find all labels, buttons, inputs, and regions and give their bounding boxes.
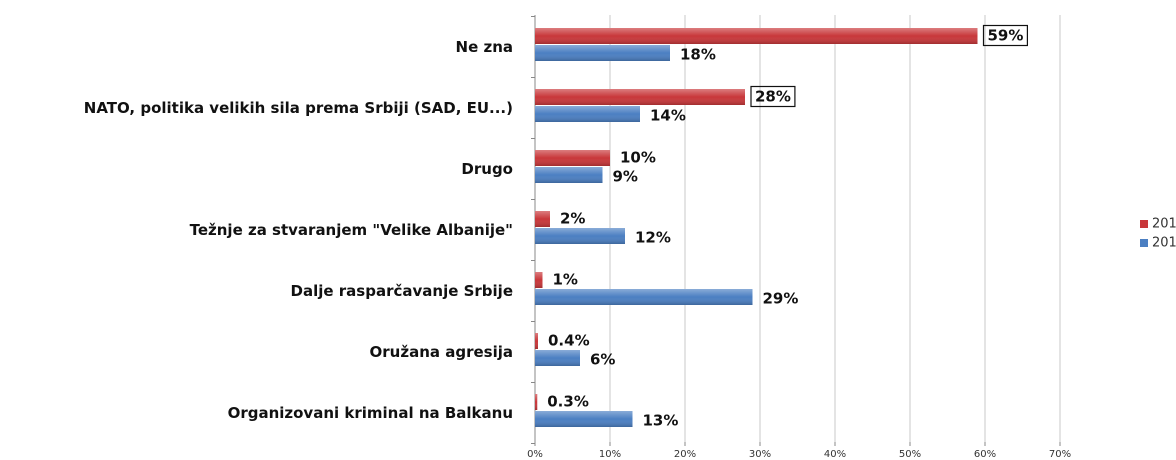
bar-shade (535, 150, 610, 166)
x-tick-label: 10% (599, 449, 621, 460)
category-label: Dalje rasparčavanje Srbije (290, 282, 513, 300)
x-tick-label: 60% (974, 449, 996, 460)
value-label: 29% (763, 290, 799, 308)
legend-swatch (1140, 239, 1148, 247)
value-label: 12% (635, 229, 671, 247)
value-label: 10% (620, 149, 656, 167)
value-label: 18% (680, 46, 716, 64)
legend-swatch (1140, 220, 1148, 228)
category-label: Ne zna (455, 38, 513, 56)
x-tick-label: 20% (674, 449, 696, 460)
value-label: 0.4% (548, 332, 590, 350)
category-label: Težnje za stvaranjem "Velike Albanije" (189, 221, 513, 239)
category-label: NATO, politika velikih sila prema Srbiji… (83, 99, 513, 117)
x-tick-label: 70% (1049, 449, 1071, 460)
bar-shade (535, 228, 625, 244)
bar-shade (535, 106, 640, 122)
category-label: Drugo (461, 160, 513, 178)
value-label: 28% (755, 88, 791, 106)
label-box (750, 85, 796, 108)
bar-shade (535, 89, 745, 105)
value-label: 13% (643, 412, 679, 430)
category-label: Oružana agresija (369, 343, 513, 361)
bar-shade (535, 350, 580, 366)
x-tick-label: 50% (899, 449, 921, 460)
category-label: Organizovani kriminal na Balkanu (227, 404, 513, 422)
value-label: 14% (650, 107, 686, 125)
value-label: 2% (560, 210, 585, 228)
bar-shade (535, 167, 603, 183)
value-label: 0.3% (547, 393, 589, 411)
value-label: 1% (553, 271, 578, 289)
x-tick-label: 40% (824, 449, 846, 460)
value-label: 6% (590, 351, 615, 369)
value-label: 59% (988, 27, 1024, 45)
bar-shade (535, 211, 550, 227)
x-tick-label: 30% (749, 449, 771, 460)
bar-shade (535, 272, 543, 288)
x-tick-label: 0% (527, 449, 543, 460)
bar-shade (535, 333, 538, 349)
bar-shade (535, 411, 633, 427)
label-box (982, 24, 1029, 47)
bar-shade (535, 45, 670, 61)
value-label: 9% (613, 168, 638, 186)
bar-shade (535, 289, 753, 305)
bar-shade (535, 394, 538, 410)
bar-shade (535, 28, 978, 44)
legend-label: 2011 (1152, 236, 1176, 251)
